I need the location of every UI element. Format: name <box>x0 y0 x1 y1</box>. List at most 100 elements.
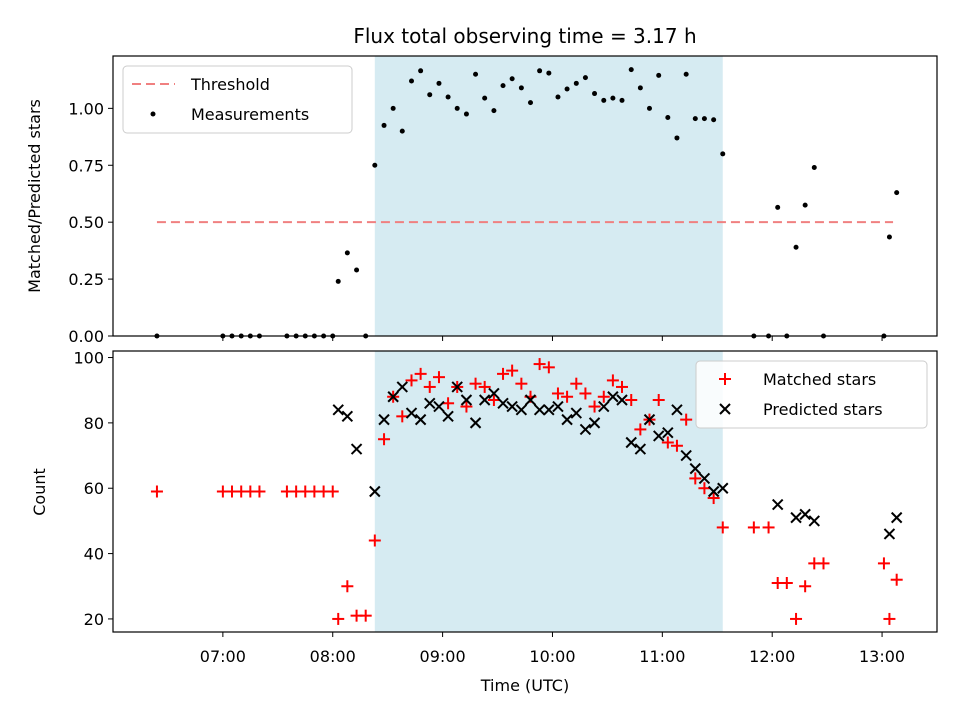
bottom-panel: 07:00 08:00 09:00 10:00 11:00 12:00 13:00 20 40… <box>30 349 938 695</box>
matched-point-60 <box>799 580 812 593</box>
matched-point-40 <box>588 400 601 413</box>
predicted-point-9 <box>424 397 436 409</box>
x-tick-label-4: 11:00 <box>639 647 685 666</box>
matched-point-31 <box>506 364 519 377</box>
matched-point-56 <box>762 521 775 534</box>
predicted-point-20 <box>524 394 537 406</box>
matched-point-51 <box>689 472 702 485</box>
measurement-point-21 <box>418 68 424 74</box>
measurement-point-39 <box>582 75 588 81</box>
measurement-point-52 <box>701 116 707 122</box>
matched-point-42 <box>606 374 619 387</box>
matched-point-45 <box>634 423 647 436</box>
predicted-point-33 <box>643 413 656 426</box>
predicted-point-12 <box>451 381 463 393</box>
predicted-point-22 <box>543 404 555 416</box>
legend-predicted-label: Predicted stars <box>763 400 883 419</box>
matched-point-55 <box>747 521 760 534</box>
predicted-point-21 <box>533 404 546 416</box>
bottom-y-tick-label-3: 80 <box>84 414 104 433</box>
predicted-point-30 <box>616 394 628 406</box>
predicted-point-10 <box>433 400 445 413</box>
matched-point-15 <box>359 609 372 622</box>
matched-point-30 <box>497 367 510 380</box>
matched-point-65 <box>890 573 903 586</box>
measurement-point-47 <box>656 72 662 78</box>
measurement-point-23 <box>436 80 442 86</box>
x-tick-label-2: 09:00 <box>420 647 466 666</box>
top-y-tick-label-4: 1.00 <box>68 99 104 118</box>
predicted-point-35 <box>662 426 674 439</box>
predicted-point-39 <box>698 472 711 485</box>
matched-point-38 <box>570 377 583 390</box>
bottom-legend: Matched stars Predicted stars <box>695 360 928 429</box>
top-axes-frame <box>112 55 938 337</box>
predicted-point-38 <box>689 462 702 475</box>
matched-point-23 <box>432 371 445 384</box>
matched-point-11 <box>326 485 339 498</box>
matched-point-62 <box>817 557 830 570</box>
bottom-y-tick-label-2: 60 <box>84 479 104 498</box>
measurement-point-60 <box>802 202 808 208</box>
measurement-point-38 <box>573 80 579 86</box>
predicted-point-36 <box>671 404 683 416</box>
measurement-point-49 <box>674 135 680 141</box>
x-tick-label-3: 10:00 <box>529 647 575 666</box>
bottom-y-axis-label: Count <box>30 468 49 516</box>
predicted-point-15 <box>478 394 491 406</box>
predicted-point-40 <box>707 485 720 498</box>
predicted-point-11 <box>442 410 454 423</box>
predicted-point-41 <box>717 482 729 494</box>
measurement-point-16 <box>372 162 378 168</box>
matched-point-63 <box>877 557 890 570</box>
predicted-point-46 <box>883 528 896 540</box>
predicted-point-24 <box>561 413 573 426</box>
measurement-point-64 <box>886 234 892 240</box>
predicted-point-26 <box>579 423 592 436</box>
measurement-point-41 <box>601 97 607 103</box>
measurement-point-19 <box>399 128 405 134</box>
matched-point-35 <box>542 361 555 374</box>
measurement-point-65 <box>894 190 900 196</box>
measurement-point-18 <box>390 105 396 111</box>
measurement-point-34 <box>537 68 543 74</box>
measurement-point-35 <box>546 70 552 76</box>
measurement-point-42 <box>610 95 616 101</box>
predicted-point-16 <box>488 387 500 400</box>
matched-point-43 <box>616 380 629 393</box>
matched-point-29 <box>487 394 500 407</box>
matched-point-16 <box>368 534 381 547</box>
matched-point-41 <box>597 390 610 403</box>
legend-matched-label: Matched stars <box>763 370 876 389</box>
x-tick-label-6: 13:00 <box>859 647 905 666</box>
x-tick-label-5: 12:00 <box>749 647 795 666</box>
measurement-point-51 <box>692 116 698 122</box>
matched-point-52 <box>698 482 711 495</box>
x-tick-label-1: 08:00 <box>310 647 356 666</box>
predicted-point-0 <box>332 404 344 416</box>
matched-point-5 <box>253 485 266 498</box>
x-axis-label: Time (UTC) <box>480 676 569 695</box>
predicted-point-18 <box>506 400 518 413</box>
measurement-point-13 <box>344 250 350 256</box>
measurement-point-54 <box>720 151 726 157</box>
predicted-point-31 <box>625 436 637 449</box>
predicted-point-32 <box>634 443 647 455</box>
measurement-point-48 <box>665 114 671 120</box>
predicted-point-8 <box>414 413 427 426</box>
top-y-axis-label: Matched/Predicted stars <box>25 99 44 293</box>
measurement-point-44 <box>628 67 634 73</box>
measurement-point-25 <box>454 105 460 111</box>
legend-matched-swatch <box>719 373 731 385</box>
predicted-point-45 <box>808 515 820 527</box>
predicted-point-19 <box>515 404 528 416</box>
matched-point-0 <box>150 485 163 498</box>
predicted-point-25 <box>570 407 583 419</box>
measurement-point-27 <box>473 71 479 77</box>
matched-point-24 <box>442 397 455 410</box>
predicted-point-7 <box>405 407 418 419</box>
matched-point-13 <box>341 580 354 593</box>
matched-point-34 <box>533 358 546 371</box>
matched-point-12 <box>332 612 345 625</box>
